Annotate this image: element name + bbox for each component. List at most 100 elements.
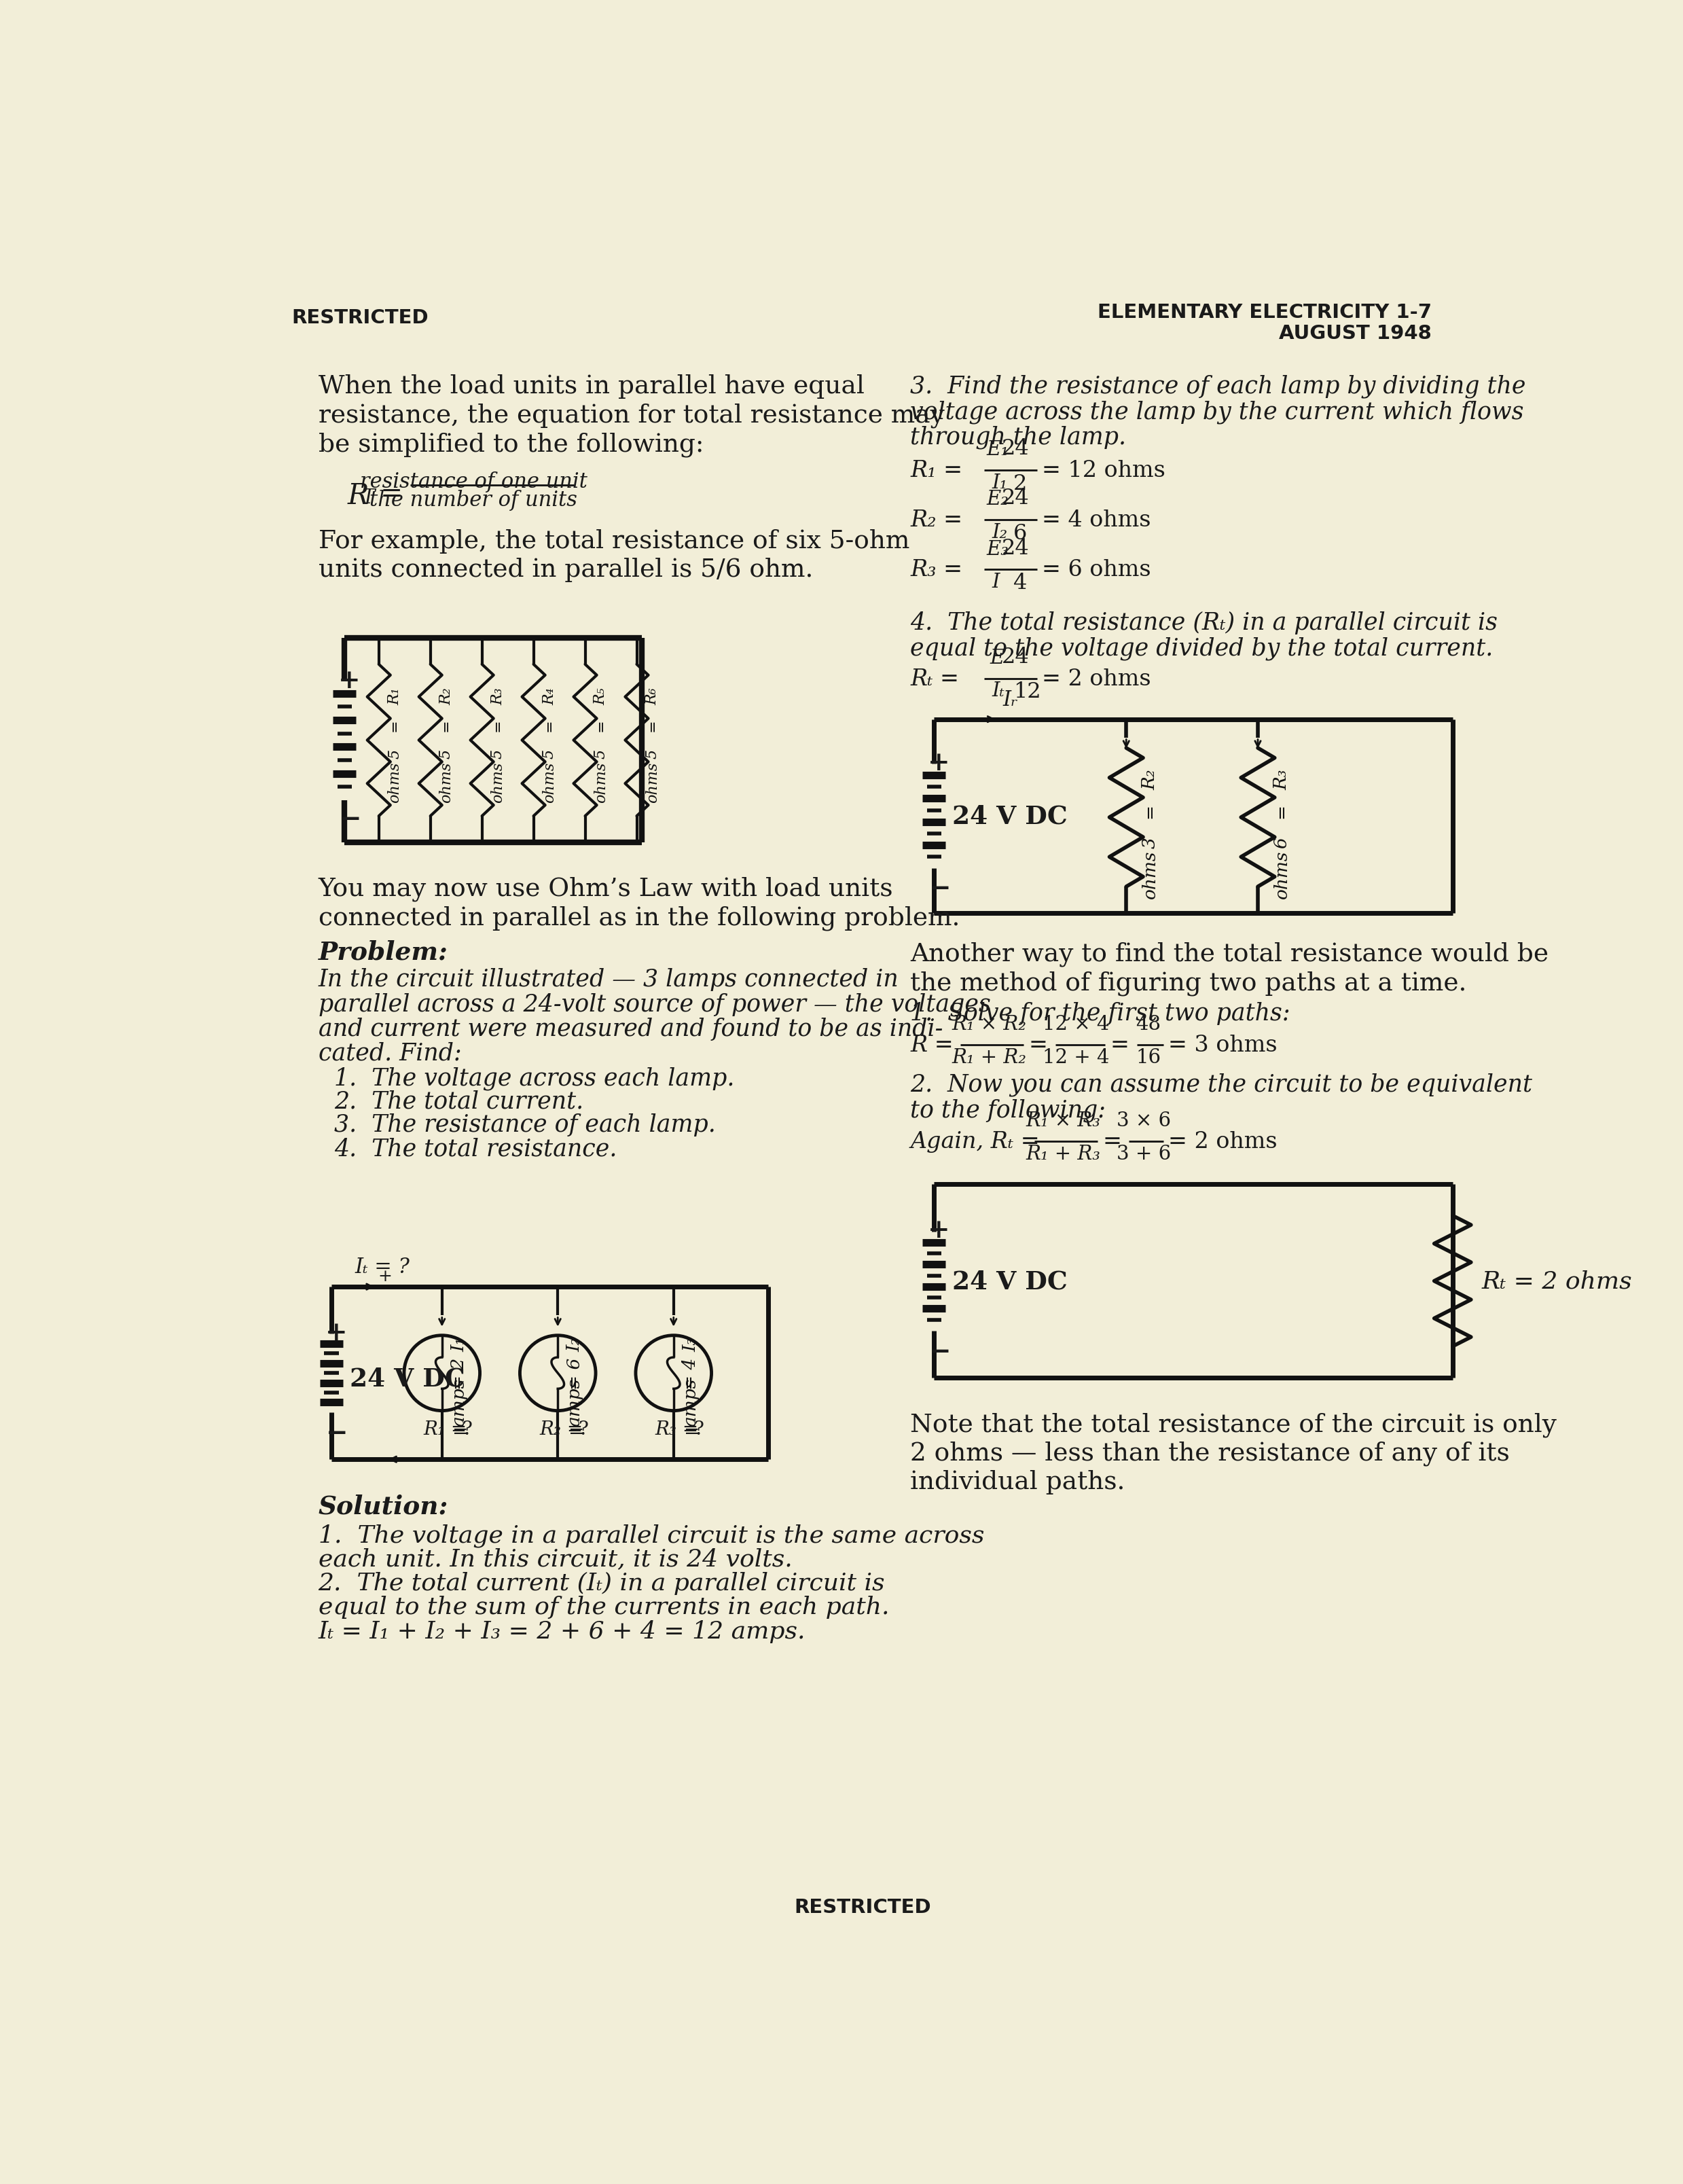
Text: When the load units in parallel have equal: When the load units in parallel have equ… (318, 373, 865, 400)
Text: 5: 5 (387, 749, 402, 758)
Text: 3: 3 (1141, 836, 1158, 847)
Text: =: = (569, 1424, 584, 1441)
Text: 1.  The voltage in a parallel circuit is the same across: 1. The voltage in a parallel circuit is … (318, 1524, 985, 1546)
Text: Iₜ = I₁ + I₂ + I₃ = 2 + 6 + 4 = 12 amps.: Iₜ = I₁ + I₂ + I₃ = 2 + 6 + 4 = 12 amps. (318, 1621, 806, 1642)
Text: ohms: ohms (645, 762, 660, 804)
Text: 2 ohms — less than the resistance of any of its: 2 ohms — less than the resistance of any… (911, 1441, 1510, 1465)
Text: 4: 4 (1013, 572, 1027, 594)
Text: ohms: ohms (1141, 850, 1158, 898)
Text: Rₜ =: Rₜ = (911, 668, 959, 690)
Text: = 6 ohms: = 6 ohms (1042, 559, 1151, 581)
Text: 12: 12 (1013, 681, 1040, 703)
Text: ?: ? (577, 1420, 587, 1439)
Text: equal to the sum of the currents in each path.: equal to the sum of the currents in each… (318, 1597, 889, 1618)
Text: =: = (1141, 804, 1158, 819)
Text: R₃ =: R₃ = (911, 559, 963, 581)
Text: 5: 5 (594, 749, 609, 758)
Text: 24: 24 (1001, 439, 1030, 459)
Text: =: = (542, 719, 557, 732)
Text: −: − (340, 806, 362, 832)
Text: E₃: E₃ (986, 539, 1008, 559)
Text: +: + (377, 1269, 392, 1284)
Text: 48: 48 (1136, 1016, 1161, 1033)
Text: R: R (347, 483, 369, 511)
Text: cated. Find:: cated. Find: (318, 1042, 461, 1066)
Text: 3 × 6: 3 × 6 (1116, 1112, 1171, 1129)
Text: individual paths.: individual paths. (911, 1470, 1126, 1494)
Text: Iₜ: Iₜ (991, 681, 1005, 701)
Text: 5: 5 (542, 749, 557, 758)
Text: E₁: E₁ (986, 441, 1008, 459)
Text: ohms: ohms (387, 762, 402, 804)
Text: =: = (594, 719, 609, 732)
Text: amps: amps (682, 1378, 698, 1426)
Text: R₁ × R₂: R₁ × R₂ (953, 1016, 1027, 1033)
Text: Note that the total resistance of the circuit is only: Note that the total resistance of the ci… (911, 1413, 1557, 1437)
Text: 24 V DC: 24 V DC (350, 1365, 465, 1391)
Text: ohms: ohms (439, 762, 454, 804)
Text: 1.  Solve for the first two paths:: 1. Solve for the first two paths: (911, 1002, 1291, 1024)
Text: 2: 2 (1013, 474, 1027, 494)
Text: 3.  The resistance of each lamp.: 3. The resistance of each lamp. (333, 1114, 715, 1136)
Text: 24: 24 (1001, 646, 1030, 668)
Text: =: = (372, 483, 411, 507)
Text: Iᵣ: Iᵣ (1003, 690, 1018, 710)
Text: =: = (1111, 1035, 1129, 1057)
Text: ohms: ohms (542, 762, 557, 804)
Text: R₁: R₁ (387, 688, 402, 705)
Text: =: = (453, 1424, 468, 1441)
Text: = 2: = 2 (451, 1356, 468, 1389)
Text: 2.  The total current (Iₜ) in a parallel circuit is: 2. The total current (Iₜ) in a parallel … (318, 1572, 885, 1594)
Text: and current were measured and found to be as indi-: and current were measured and found to b… (318, 1018, 942, 1040)
Text: = 12 ohms: = 12 ohms (1042, 461, 1166, 483)
Text: For example, the total resistance of six 5-ohm: For example, the total resistance of six… (318, 529, 909, 553)
Text: through the lamp.: through the lamp. (911, 426, 1126, 450)
Text: R₂ =: R₂ = (911, 509, 963, 531)
Text: +: + (338, 668, 360, 692)
Text: 4.  The total resistance (Rₜ) in a parallel circuit is: 4. The total resistance (Rₜ) in a parall… (911, 612, 1498, 633)
Text: −: − (327, 1420, 348, 1446)
Text: equal to the voltage divided by the total current.: equal to the voltage divided by the tota… (911, 636, 1493, 660)
Text: =: = (387, 719, 402, 732)
Text: 5: 5 (490, 749, 505, 758)
Text: to the following:: to the following: (911, 1099, 1106, 1123)
Text: = 6: = 6 (565, 1356, 582, 1389)
Text: 24 V DC: 24 V DC (953, 804, 1067, 830)
Text: +: + (927, 1216, 949, 1243)
Text: 5: 5 (645, 749, 660, 758)
Text: T: T (362, 487, 375, 507)
Text: be simplified to the following:: be simplified to the following: (318, 432, 703, 456)
Text: =: = (490, 719, 505, 732)
Text: R =: R = (911, 1035, 954, 1057)
Text: each unit. In this circuit, it is 24 volts.: each unit. In this circuit, it is 24 vol… (318, 1548, 793, 1570)
Text: R₃: R₃ (490, 688, 505, 705)
Text: resistance of one unit: resistance of one unit (360, 472, 587, 491)
Text: +: + (927, 749, 949, 775)
Text: 2.  Now you can assume the circuit to be equivalent: 2. Now you can assume the circuit to be … (911, 1072, 1533, 1096)
Text: units connected in parallel is 5/6 ohm.: units connected in parallel is 5/6 ohm. (318, 557, 813, 581)
Text: R₁ × R₃: R₁ × R₃ (1025, 1112, 1101, 1129)
Text: 6: 6 (1013, 522, 1027, 544)
Text: R₃ =: R₃ = (655, 1420, 698, 1439)
Text: =: = (1102, 1131, 1121, 1153)
Text: Iₜ = ?: Iₜ = ? (355, 1256, 411, 1278)
Text: 6: 6 (1272, 836, 1289, 847)
Text: Another way to find the total resistance would be: Another way to find the total resistance… (911, 941, 1548, 968)
Text: I₂: I₂ (991, 522, 1008, 542)
Text: the number of units: the number of units (370, 489, 577, 511)
Text: 24 V DC: 24 V DC (953, 1269, 1067, 1293)
Text: R₁ =: R₁ = (424, 1420, 468, 1439)
Text: Rₜ = 2 ohms: Rₜ = 2 ohms (1481, 1269, 1633, 1293)
Text: I₂: I₂ (565, 1337, 582, 1352)
Text: E₂: E₂ (986, 489, 1008, 509)
Text: −: − (929, 876, 951, 902)
Text: 5: 5 (439, 749, 454, 758)
Text: 3.  Find the resistance of each lamp by dividing the: 3. Find the resistance of each lamp by d… (911, 373, 1526, 397)
Text: 3 + 6: 3 + 6 (1116, 1144, 1171, 1164)
Text: E: E (990, 649, 1005, 668)
Text: ohms: ohms (490, 762, 505, 804)
Text: =: = (645, 719, 660, 732)
Text: resistance, the equation for total resistance may: resistance, the equation for total resis… (318, 404, 944, 428)
Text: 24: 24 (1001, 487, 1030, 509)
Text: RESTRICTED: RESTRICTED (794, 1898, 931, 1918)
